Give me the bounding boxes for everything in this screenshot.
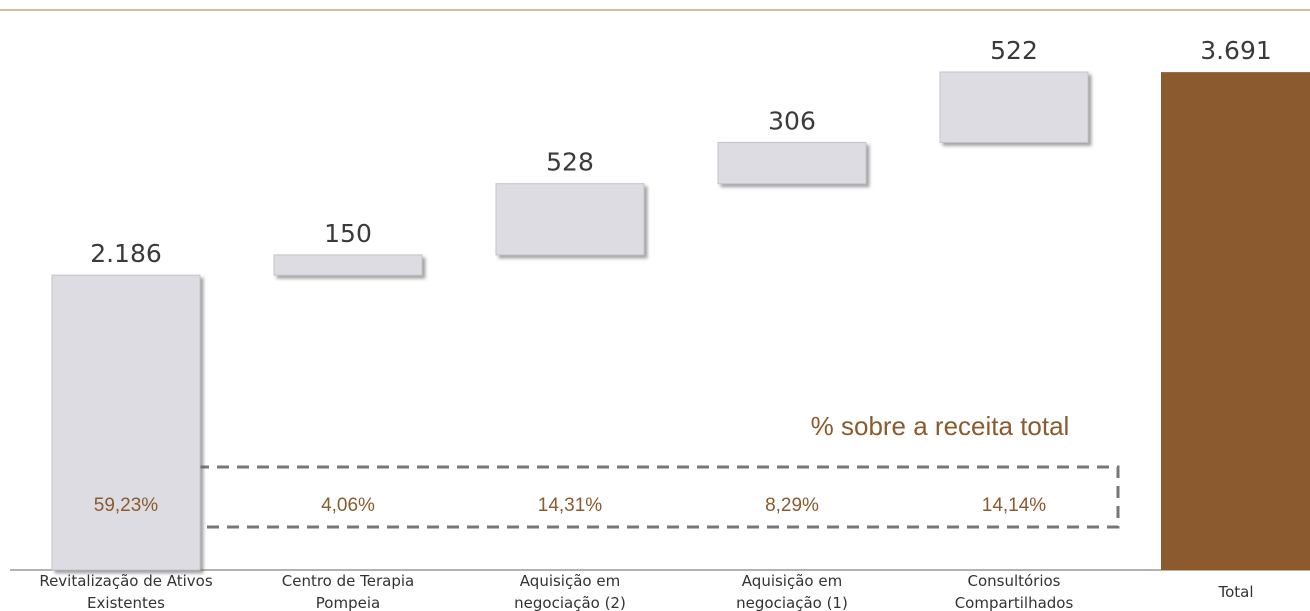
bar (495, 183, 645, 256)
share-label: 14,31% (538, 495, 603, 516)
category-label: Aquisição em negociação (1) (736, 572, 848, 611)
value-label: 2.186 (90, 239, 162, 268)
bar (939, 71, 1089, 143)
category-label: Aquisição em negociação (2) (514, 572, 626, 611)
annotation: % sobre a receita total (811, 411, 1070, 441)
share-label: 8,29% (765, 495, 819, 516)
value-label: 150 (324, 219, 372, 248)
bar (51, 274, 201, 571)
share-label: 59,23% (94, 495, 159, 516)
value-label: 3.691 (1200, 36, 1272, 65)
category-label: Centro de Terapia Pompeia (281, 572, 415, 611)
bar (717, 141, 867, 185)
total-bar (1161, 72, 1310, 570)
category-label: Consultórios Compartilhados (954, 572, 1074, 611)
bar (273, 254, 423, 276)
share-label: 14,14% (982, 495, 1047, 516)
category-label: Total (1218, 583, 1254, 601)
value-label: 528 (546, 148, 594, 177)
category-label: Revitalização de Ativos Existentes (39, 572, 213, 611)
share-label: 4,06% (321, 495, 375, 516)
value-label: 522 (990, 36, 1038, 65)
value-label: 306 (768, 106, 816, 135)
